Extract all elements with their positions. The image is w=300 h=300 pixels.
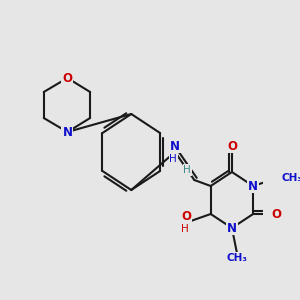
Text: CH₃: CH₃ [227, 253, 248, 263]
Text: O: O [271, 208, 281, 220]
Text: CH₃: CH₃ [281, 173, 300, 183]
Text: O: O [62, 71, 72, 85]
Text: H: H [181, 224, 188, 234]
Text: H: H [169, 154, 177, 164]
Text: N: N [170, 140, 180, 152]
Text: O: O [181, 209, 191, 223]
Text: N: N [62, 125, 72, 139]
Text: N: N [248, 179, 258, 193]
Text: O: O [227, 140, 237, 152]
Text: N: N [227, 221, 237, 235]
Text: H: H [183, 165, 191, 175]
